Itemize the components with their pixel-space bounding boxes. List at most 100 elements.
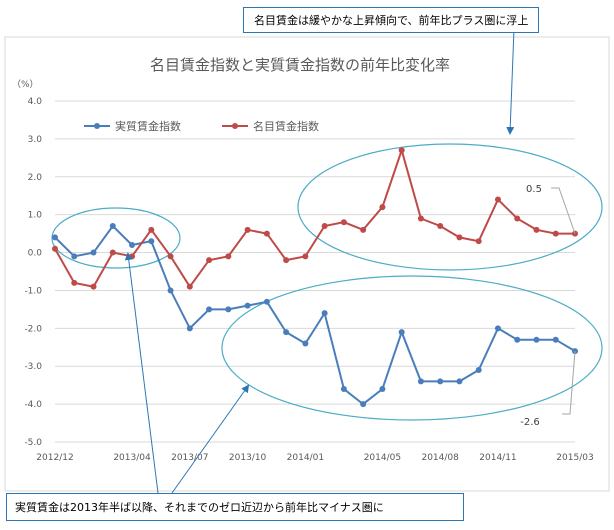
gridlines xyxy=(55,100,575,443)
callout-arrow xyxy=(124,252,159,494)
data-point xyxy=(475,367,482,374)
data-point xyxy=(283,257,290,264)
y-tick-label: -5.0 xyxy=(24,438,42,448)
data-point xyxy=(321,310,328,317)
y-tick-label: -1.0 xyxy=(24,286,42,296)
data-point xyxy=(52,234,58,241)
data-point xyxy=(244,302,251,309)
data-point xyxy=(148,238,155,245)
top-callout: 名目賃金は緩やかな上昇傾向で、前年比プラス圏に浮上 xyxy=(243,7,540,33)
highlight-ellipse xyxy=(51,207,181,269)
data-point xyxy=(129,253,136,260)
data-point xyxy=(167,287,174,294)
data-point xyxy=(494,325,501,332)
legend-marker xyxy=(232,123,238,129)
series-group xyxy=(52,146,578,408)
data-point xyxy=(167,253,174,260)
data-point xyxy=(283,329,290,336)
data-point xyxy=(109,223,116,230)
data-annotations: 0.5 -2.6 xyxy=(520,184,576,428)
legend-label: 名目賃金指数 xyxy=(253,119,319,133)
x-tick-label: 2014/11 xyxy=(479,453,516,463)
data-point xyxy=(456,234,463,241)
data-point xyxy=(302,253,309,260)
data-point xyxy=(417,215,424,222)
x-tick-label: 2013/07 xyxy=(171,453,208,463)
data-point xyxy=(379,385,386,392)
data-point xyxy=(514,215,521,222)
data-point xyxy=(109,249,116,256)
y-tick-label: 0.0 xyxy=(28,249,43,259)
data-point xyxy=(417,378,424,385)
data-point xyxy=(244,226,251,233)
x-tick-label: 2013/10 xyxy=(229,453,267,463)
data-point xyxy=(494,196,501,203)
callout-arrow xyxy=(171,384,250,494)
data-point xyxy=(321,223,328,230)
series-line-2 xyxy=(54,146,575,289)
data-point xyxy=(186,325,193,332)
annotation-label: -2.6 xyxy=(520,417,540,428)
y-axis-unit: （%） xyxy=(12,79,39,90)
data-point xyxy=(225,306,232,313)
data-point xyxy=(437,223,444,230)
x-tick-label: 2012/12 xyxy=(36,453,73,463)
data-point xyxy=(148,226,155,233)
data-point xyxy=(360,401,367,408)
x-tick-label: 2014/05 xyxy=(364,453,401,463)
data-point xyxy=(263,298,270,305)
data-point xyxy=(533,336,540,343)
x-tick-label: 2014/01 xyxy=(287,453,324,463)
data-point xyxy=(437,378,444,385)
highlight-ellipse xyxy=(297,143,603,271)
legend-marker xyxy=(94,123,100,129)
data-point xyxy=(456,378,463,385)
data-point xyxy=(552,230,559,237)
data-point xyxy=(52,245,58,252)
data-point xyxy=(475,238,482,245)
data-point xyxy=(533,226,540,233)
data-point xyxy=(514,336,521,343)
y-tick-label: -2.0 xyxy=(24,324,42,334)
data-point xyxy=(340,385,347,392)
highlight-ellipses xyxy=(51,143,603,421)
data-point xyxy=(552,336,559,343)
data-point xyxy=(302,340,309,347)
y-axis-ticks: 4.0 3.0 2.0 1.0 0.0 -1.0 -2.0 -3.0 -4.0 -5.0 xyxy=(24,97,42,448)
y-tick-label: 4.0 xyxy=(28,97,43,107)
y-tick-label: -3.0 xyxy=(24,362,42,372)
annotation-label: 0.5 xyxy=(526,184,542,195)
data-point xyxy=(398,329,405,336)
annotation-leader xyxy=(551,187,576,234)
highlight-ellipse xyxy=(221,275,603,421)
legend: 実質賃金指数 名目賃金指数 xyxy=(84,119,319,133)
data-point xyxy=(186,283,193,290)
y-tick-label: 2.0 xyxy=(28,173,43,183)
data-point xyxy=(340,219,347,226)
y-tick-label: 3.0 xyxy=(28,135,43,145)
data-point xyxy=(71,279,78,286)
x-tick-label: 2013/04 xyxy=(113,453,151,463)
x-tick-label: 2014/08 xyxy=(421,453,459,463)
data-point xyxy=(206,306,213,313)
bottom-callout: 実質賃金は2013年半ば以降、それまでのゼロ近辺から前年比マイナス圏に xyxy=(6,493,464,521)
data-point xyxy=(90,249,97,256)
y-tick-label: 1.0 xyxy=(28,211,43,221)
data-point xyxy=(71,253,78,260)
data-point xyxy=(225,253,232,260)
x-tick-label: 2015/03 xyxy=(556,453,593,463)
chart-title: 名目賃金指数と実質賃金指数の前年比変化率 xyxy=(150,56,450,74)
data-point xyxy=(263,230,270,237)
callout-arrows xyxy=(124,28,515,494)
annotation-leader xyxy=(562,351,576,415)
data-point xyxy=(398,147,405,154)
data-point xyxy=(379,204,386,211)
y-tick-label: -4.0 xyxy=(24,400,42,410)
data-point xyxy=(90,283,97,290)
data-point xyxy=(206,257,213,264)
callout-arrow xyxy=(506,28,515,135)
legend-label: 実質賃金指数 xyxy=(115,119,181,133)
x-axis-ticks: 2012/12 2013/04 2013/07 2013/10 2014/01 2014/… xyxy=(36,453,593,463)
data-point xyxy=(129,241,136,248)
